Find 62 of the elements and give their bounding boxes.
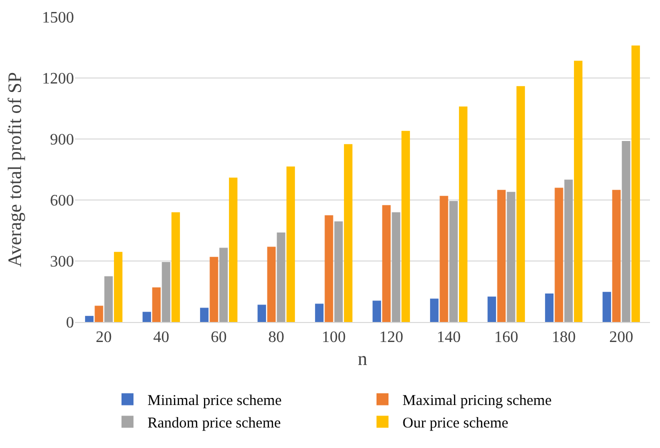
bar [554,188,564,322]
x-tick-label: 120 [379,329,404,346]
y-tick-label: 1200 [42,70,74,88]
bar [372,300,382,322]
bar [488,296,496,322]
bar [219,248,228,322]
bar [631,45,640,322]
bar [334,221,343,322]
bar [602,292,612,322]
bar [440,196,448,322]
x-tick-label: 40 [153,329,170,346]
bar [430,298,439,322]
bar [574,60,582,322]
bar [162,262,170,322]
legend-label: Maximal pricing scheme [402,393,552,410]
bar [276,232,286,322]
bar [171,212,180,322]
bar [315,304,324,322]
legend-label: Random price scheme [148,416,282,432]
bar [200,308,209,322]
bar [210,256,218,322]
bar [516,86,525,322]
x-tick-label: 80 [268,329,284,346]
x-axis-title: n [358,349,368,370]
x-tick-label: 60 [210,329,227,346]
x-tick-label: 200 [609,329,634,346]
bar [286,166,295,322]
bar [612,190,621,322]
x-tick-label: 20 [96,329,112,346]
bar [401,130,410,322]
bar [114,252,122,322]
bar [458,106,468,322]
y-tick-label: 300 [50,254,74,271]
legend-label: Minimal price scheme [148,393,282,410]
bar [506,192,516,322]
y-tick-label: 600 [50,192,74,210]
bar [449,201,458,322]
x-tick-label: 140 [436,329,461,346]
bar [152,287,161,322]
bar [94,306,104,322]
bar [85,316,94,322]
y-tick-label: 900 [50,132,74,149]
bar [142,312,152,322]
bar [622,141,630,322]
bar [324,215,334,322]
x-tick-label: 180 [552,329,576,346]
bar [258,304,266,322]
bar [545,294,554,322]
bar [392,212,400,322]
bar [497,190,506,322]
x-tick-label: 100 [322,329,346,346]
y-axis-title: Average total profit of SP [4,72,26,267]
y-tick-label: 1500 [42,10,74,27]
bar [382,205,391,322]
bar [104,276,113,322]
bar [564,180,573,322]
legend-label: Our price scheme [402,416,509,432]
x-tick-label: 160 [494,329,518,346]
bar [267,246,276,322]
y-tick-label: 0 [66,314,74,332]
bar [228,178,238,322]
bar [344,144,352,322]
